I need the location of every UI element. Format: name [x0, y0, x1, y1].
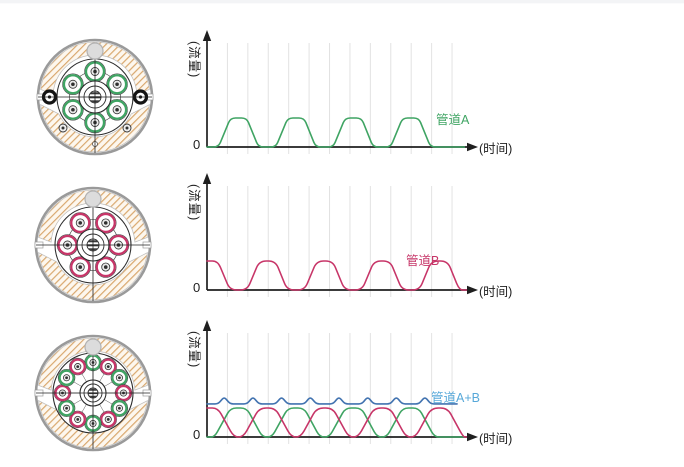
- page-top-strip: [0, 0, 684, 4]
- chart-pipeline-b: (流量) 0 (时间) 管道B: [187, 168, 520, 308]
- origin-zero-label: 0: [193, 280, 201, 295]
- series-label-pipeline-a-plus-b: 管道A+B: [431, 391, 480, 405]
- pump-cross-section-a-plus-b: [34, 334, 152, 452]
- origin-zero-label: 0: [193, 427, 201, 442]
- y-axis-label: (流量): [187, 41, 201, 79]
- flow-time-plot-b: [202, 173, 478, 297]
- flow-time-plot-a: [202, 30, 478, 154]
- series-label-pipeline-a: 管道A: [436, 113, 470, 127]
- y-axis-label: (流量): [187, 184, 201, 222]
- x-axis-label: (时间): [479, 142, 513, 156]
- chart-pipeline-a: (流量) 0 (时间) 管道A: [187, 25, 520, 165]
- x-axis-label: (时间): [479, 432, 513, 446]
- origin-zero-label: 0: [193, 137, 201, 152]
- x-axis-label: (时间): [479, 285, 513, 299]
- pump-cross-section-b: [34, 186, 152, 304]
- chart-pipeline-a-plus-b: (流量) 0 (时间) 管道A+B: [187, 315, 520, 455]
- flow-time-plot-a-plus-b: [202, 320, 478, 444]
- series-label-pipeline-b: 管道B: [406, 254, 440, 268]
- y-axis-label: (流量): [187, 331, 201, 369]
- pump-cross-section-a: [36, 38, 154, 156]
